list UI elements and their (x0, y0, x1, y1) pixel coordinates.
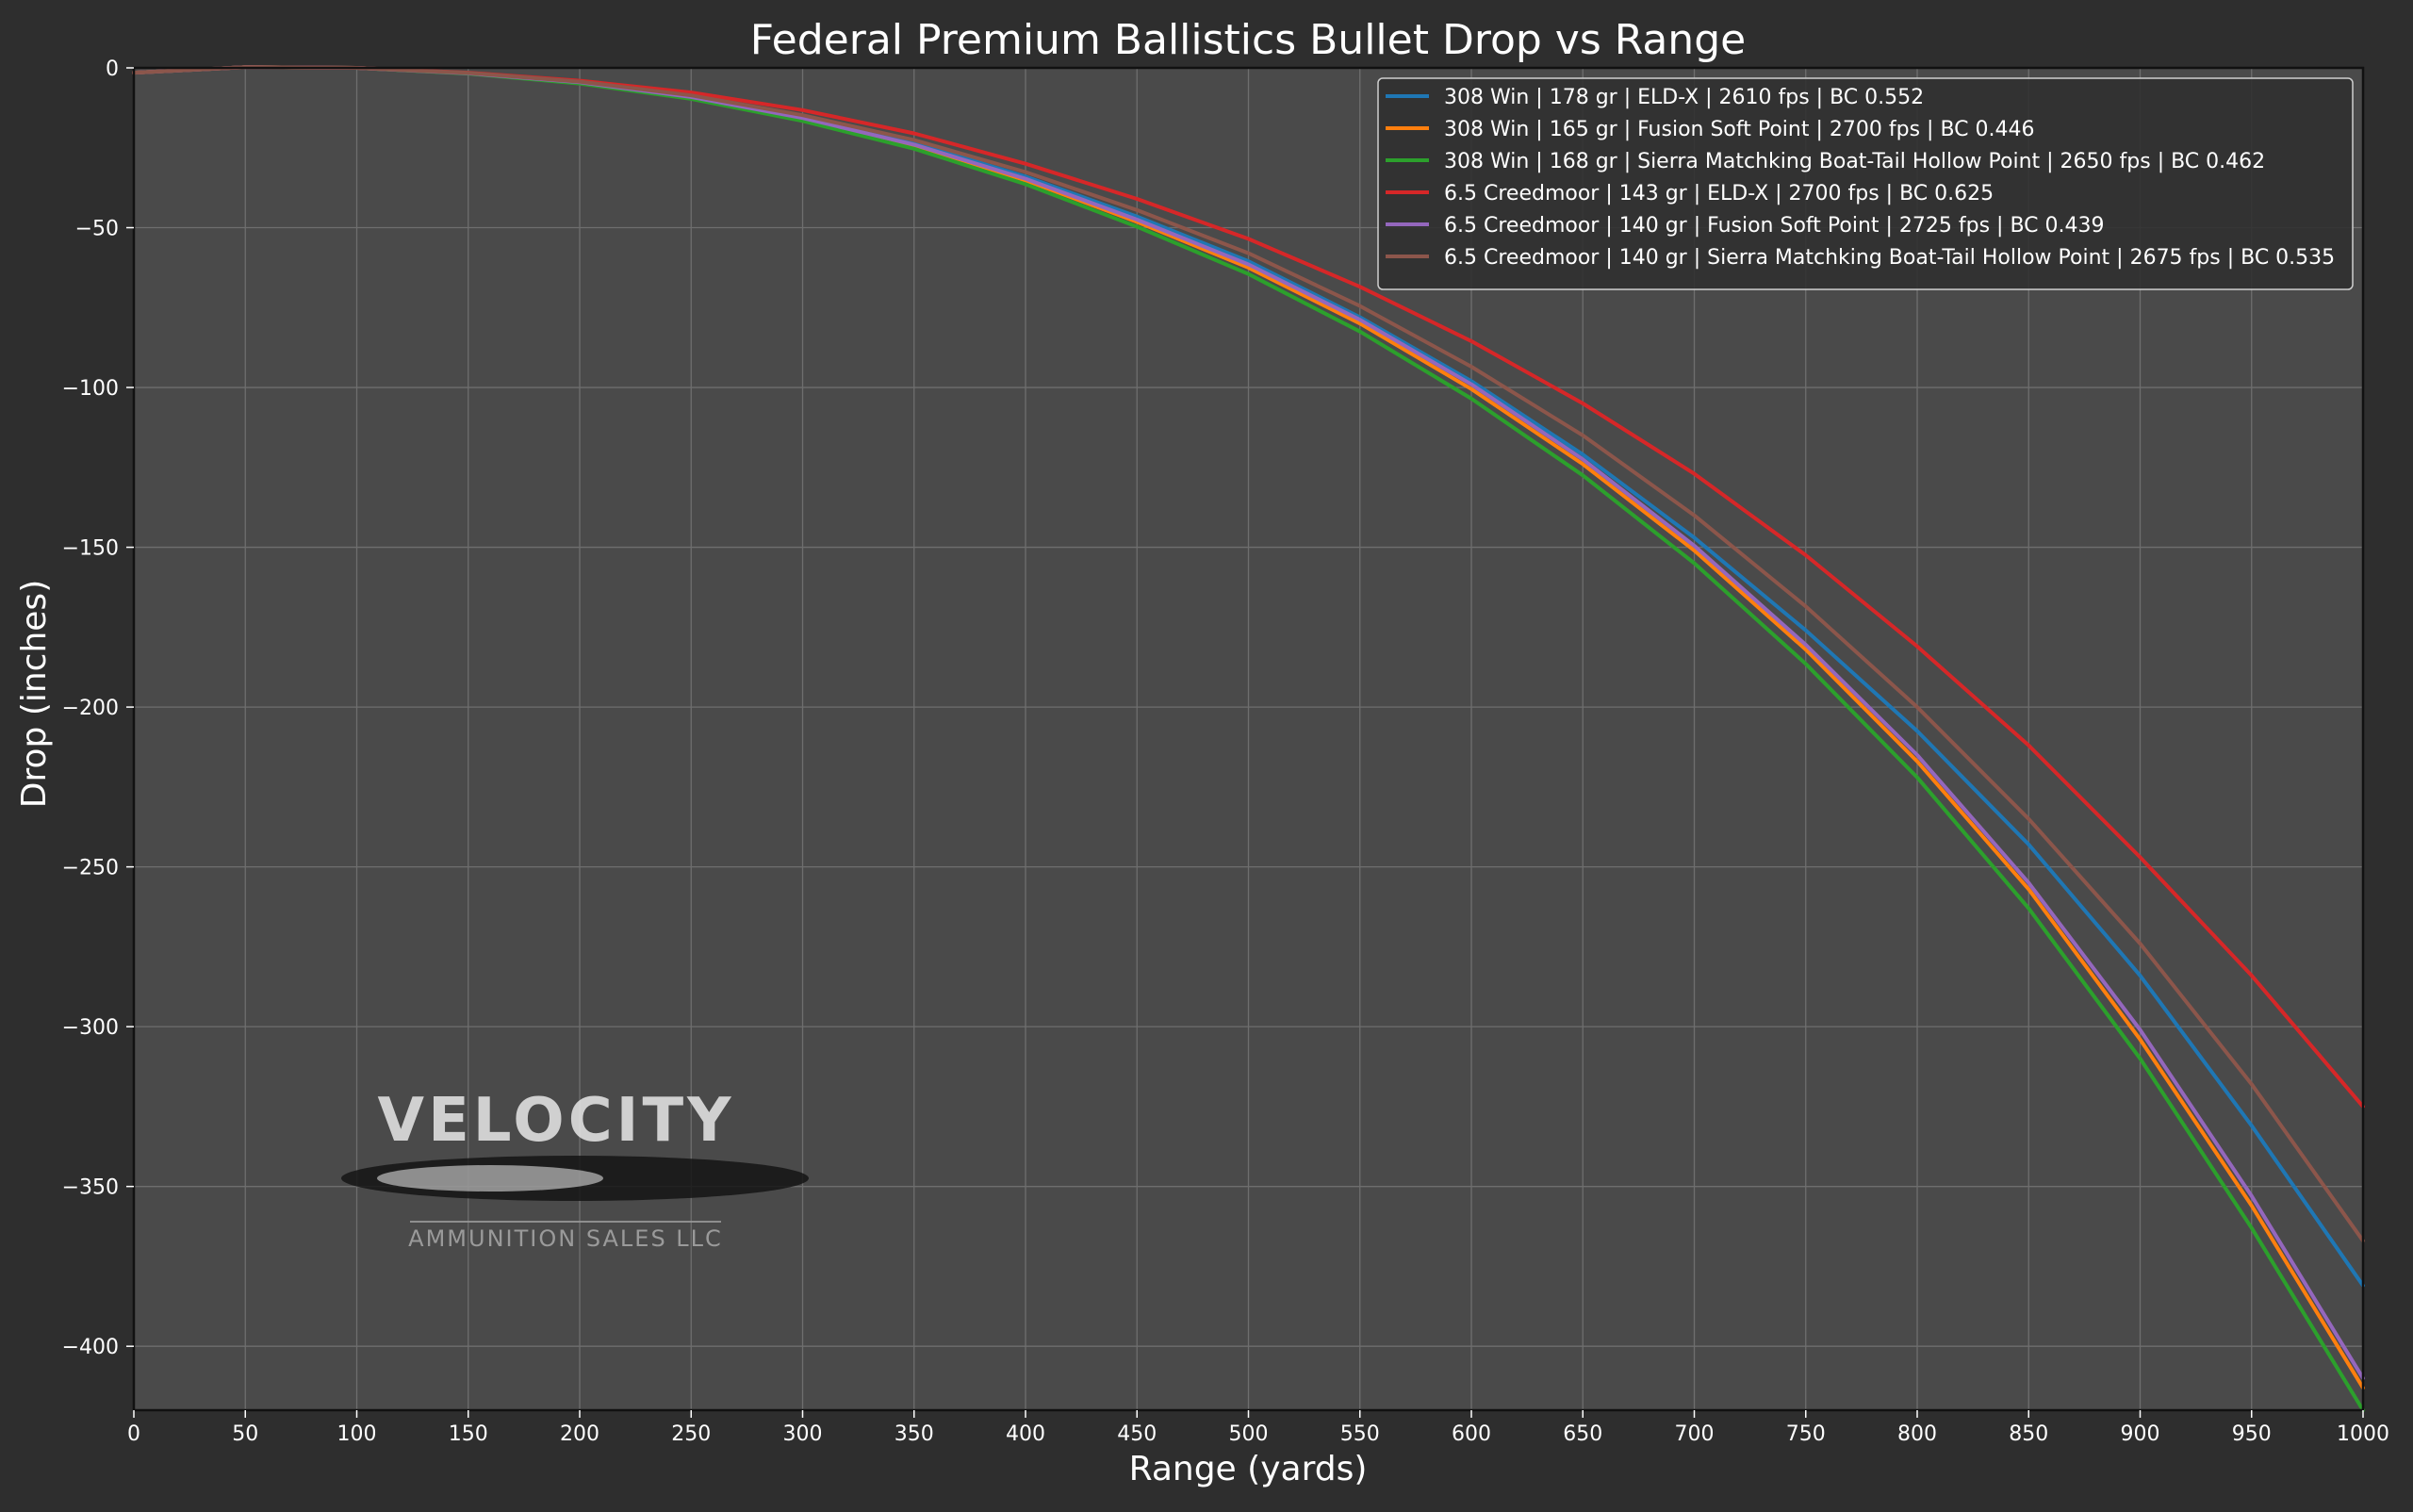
x-tick-label: 1000 (2337, 1422, 2389, 1446)
bullet-icon (377, 1165, 603, 1192)
series-line-6 (132, 65, 2365, 1243)
legend: 308 Win | 178 gr | ELD-X | 2610 fps | BC… (1377, 77, 2354, 290)
x-tick-label: 750 (1786, 1422, 1826, 1446)
y-tick-label: −250 (62, 857, 119, 880)
chart-title: Federal Premium Ballistics Bullet Drop v… (750, 16, 1746, 64)
watermark-logo: VELOCITY AMMUNITION SALES LLC (341, 1086, 809, 1252)
legend-entry-6: 6.5 Creedmoor | 140 gr | Sierra Matchkin… (1444, 246, 2335, 270)
x-tick-label: 100 (337, 1422, 377, 1446)
y-tick-label: −400 (62, 1336, 119, 1359)
y-tick-label: −200 (62, 697, 119, 720)
x-tick-label: 900 (2121, 1422, 2160, 1446)
x-tick-label: 50 (232, 1422, 258, 1446)
y-tick-label: −50 (75, 218, 119, 241)
y-axis-label: Drop (inches) (15, 580, 54, 808)
y-tick-label: −300 (62, 1016, 119, 1040)
legend-entry-1: 308 Win | 178 gr | ELD-X | 2610 fps | BC… (1444, 86, 1924, 109)
y-tick-label: −100 (62, 377, 119, 401)
x-axis-label: Range (yards) (1129, 1450, 1368, 1488)
x-tick-label: 800 (1897, 1422, 1937, 1446)
x-tick-label: 350 (895, 1422, 934, 1446)
x-tick-label: 450 (1117, 1422, 1157, 1446)
legend-entry-5: 6.5 Creedmoor | 140 gr | Fusion Soft Poi… (1444, 214, 2105, 238)
y-tick-label: −350 (62, 1176, 119, 1200)
series-lines (132, 65, 2365, 1412)
legend-box (1377, 77, 2354, 290)
velocity-logo: VELOCITY AMMUNITION SALES LLC (341, 1086, 809, 1252)
x-tick-label: 500 (1229, 1422, 1269, 1446)
x-tick-label: 250 (671, 1422, 711, 1446)
y-tick-label: 0 (106, 58, 119, 81)
watermark-brand: VELOCITY (378, 1086, 735, 1156)
x-tick-label: 950 (2232, 1422, 2272, 1446)
x-tick-label: 850 (2009, 1422, 2048, 1446)
watermark-tagline: AMMUNITION SALES LLC (408, 1225, 723, 1252)
axis-ticks: 0 50 100 150 200 250 300 350 400 450 500 550 600 650 7… (62, 58, 2389, 1446)
x-tick-label: 550 (1340, 1422, 1380, 1446)
legend-entry-2: 308 Win | 165 gr | Fusion Soft Point | 2… (1444, 118, 2034, 141)
x-tick-label: 0 (127, 1422, 140, 1446)
x-tick-label: 300 (783, 1422, 823, 1446)
legend-entry-3: 308 Win | 168 gr | Sierra Matchking Boat… (1444, 150, 2265, 173)
y-tick-label: −150 (62, 537, 119, 561)
x-tick-label: 150 (449, 1422, 488, 1446)
legend-entry-4: 6.5 Creedmoor | 143 gr | ELD-X | 2700 fp… (1444, 182, 1994, 205)
x-tick-label: 650 (1563, 1422, 1602, 1446)
x-tick-label: 400 (1006, 1422, 1045, 1446)
x-tick-label: 200 (560, 1422, 599, 1446)
x-tick-label: 600 (1452, 1422, 1491, 1446)
x-tick-label: 700 (1675, 1422, 1715, 1446)
